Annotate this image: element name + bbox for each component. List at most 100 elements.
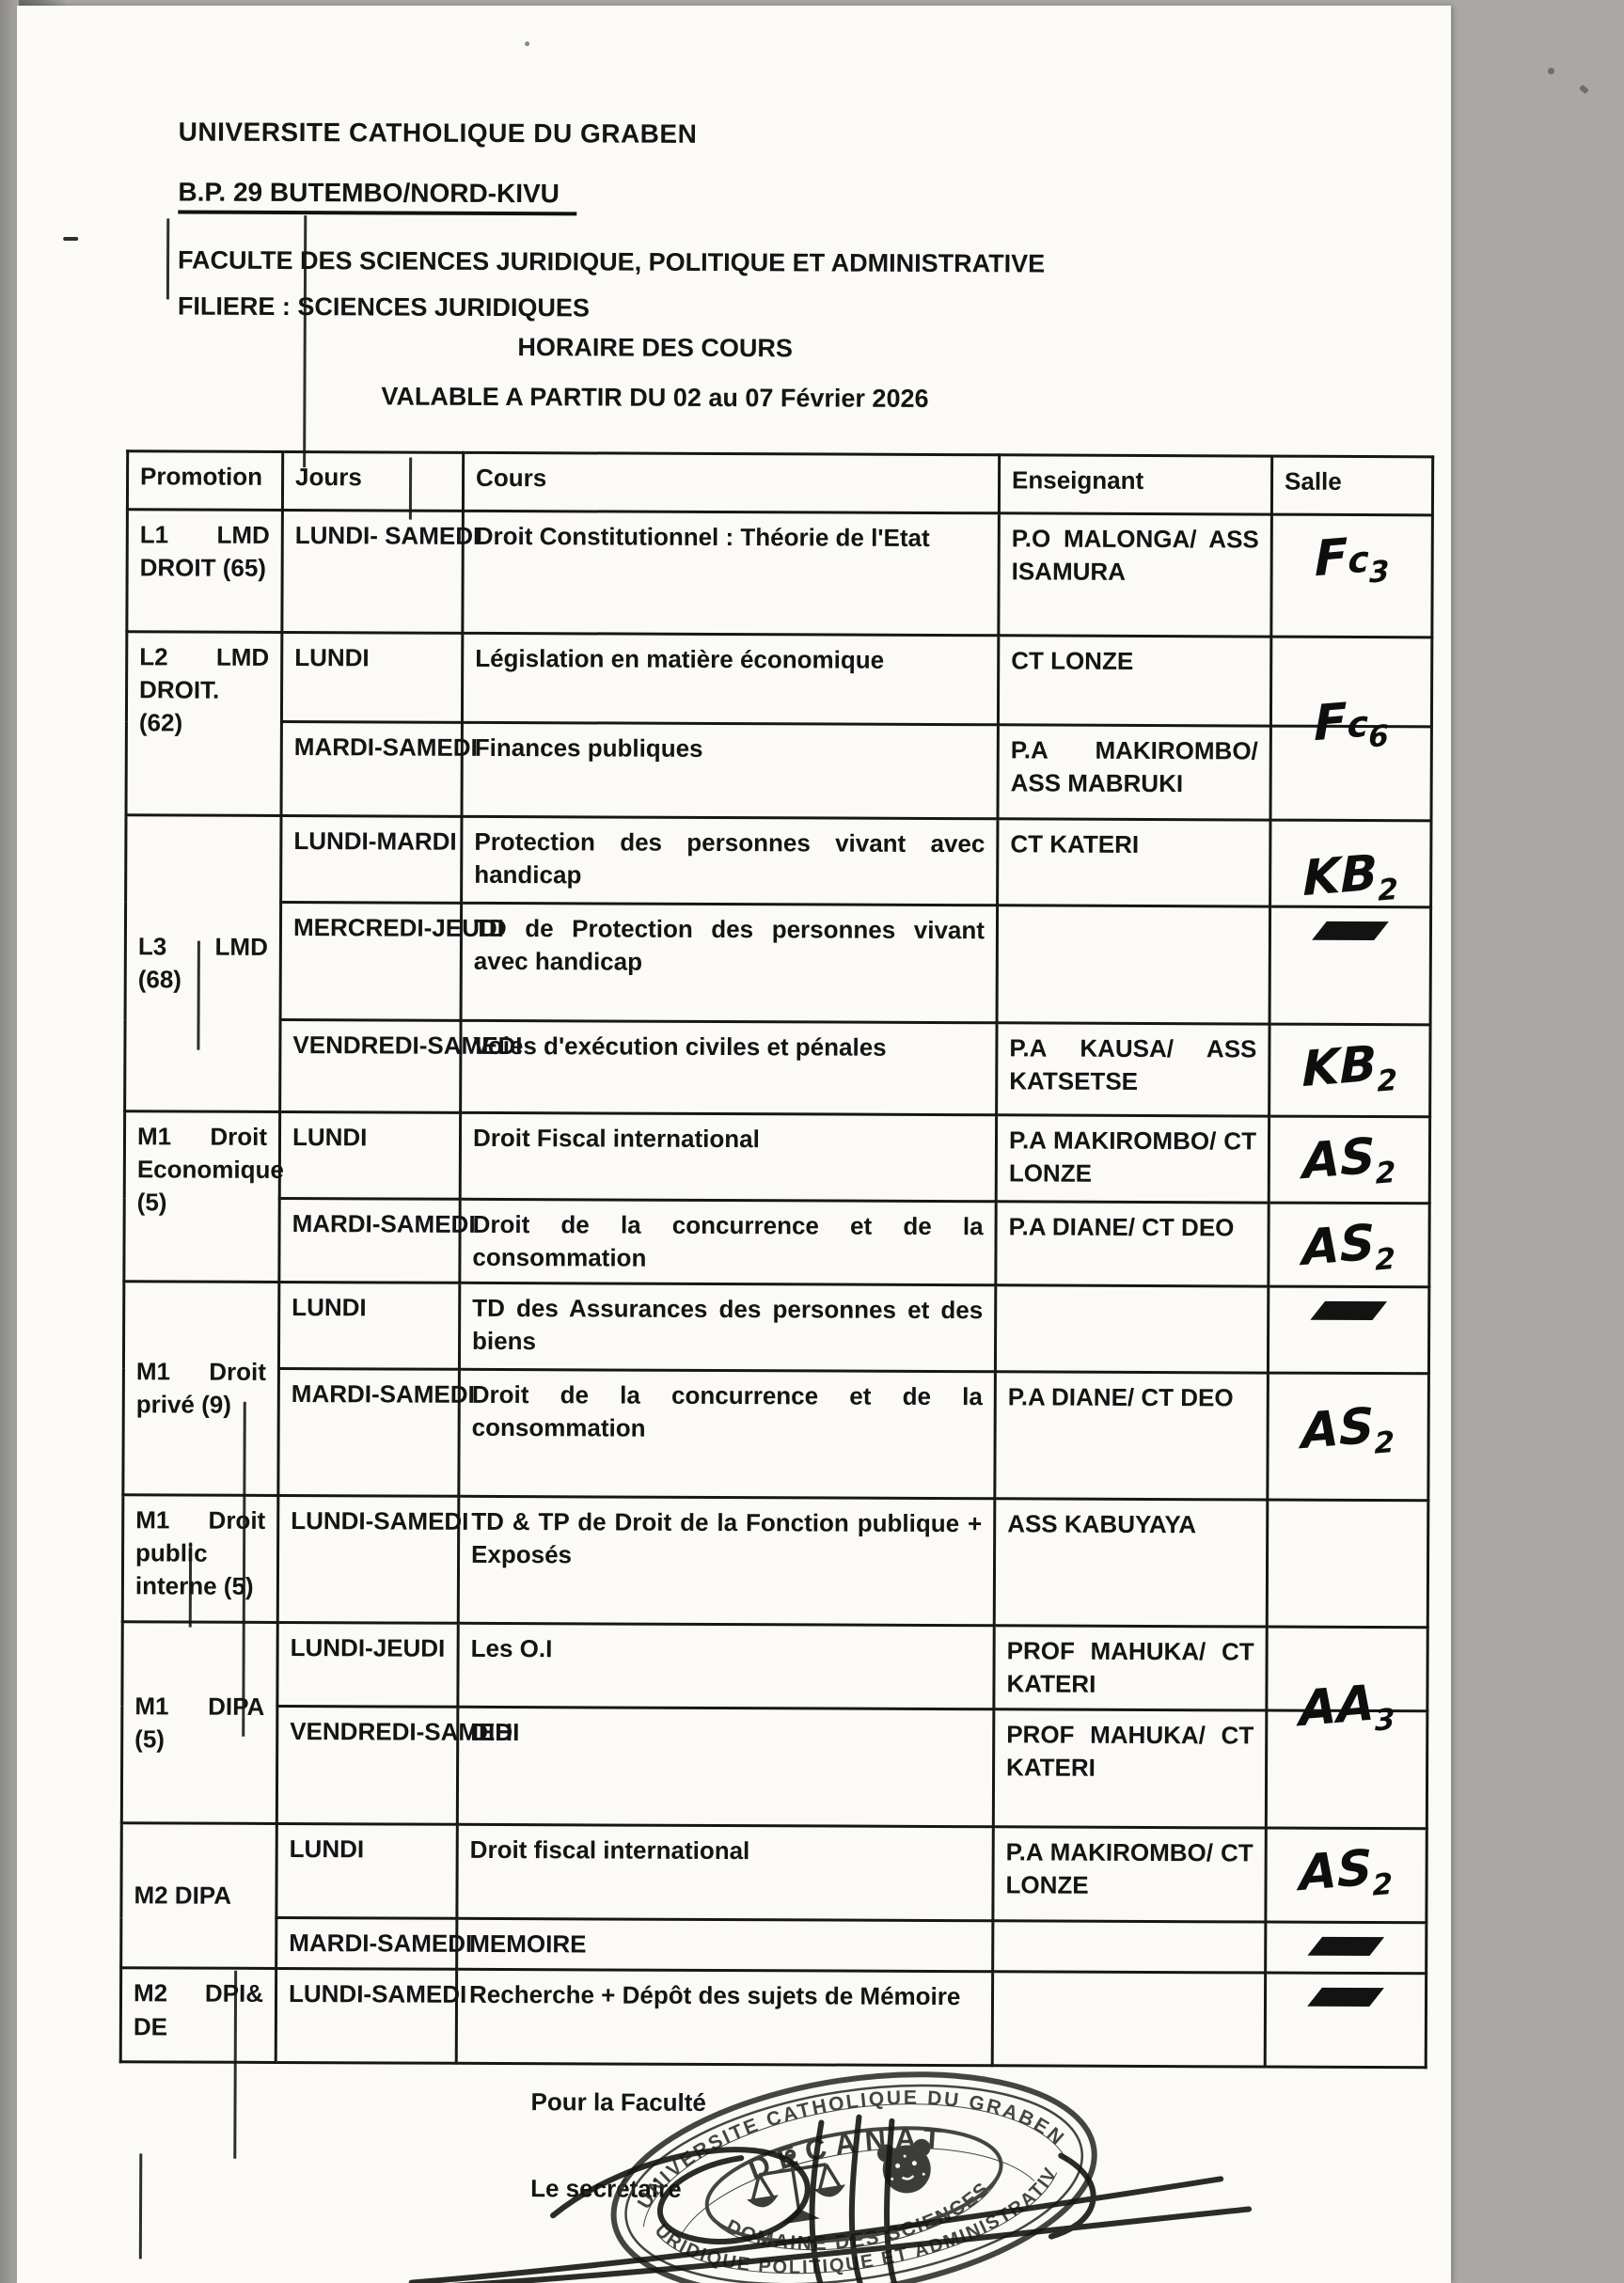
schedule-row: VENDREDI-SAMEDI Voies d'exécution civiles… [125,1019,1431,1117]
cell-jours: LUNDI [278,1282,460,1370]
leopard-head-icon [876,2138,931,2194]
cell-salle [1267,1500,1428,1628]
cell-jours: LUNDI [279,1111,461,1200]
faculty-line: FACULTE DES SCIENCES JURIDIQUE, POLITIQU… [178,245,1046,278]
schedule-row: VENDREDI-SAMEDI DIH PROF MAHUKA/ CT KATERI… [121,1676,1427,1830]
cell-salle [1265,1922,1427,1975]
cell-promotion: L1 LMD DROIT (65) [126,509,283,633]
cell-cours: Droit Constitutionnel : Théorie de l'Eta… [462,511,1000,636]
cell-jours: LUNDI-MARDI [280,815,463,904]
cell-salle: AS2 [1265,1828,1427,1924]
cell-enseignant: CT KATERI [997,818,1270,907]
schedule-row: MERCREDI-JEUDI TD de Protection des perso… [125,902,1431,1025]
scan-dot [1579,84,1589,95]
cell-cours: DIH [457,1707,994,1828]
cell-jours: MARDI-SAMEDI [281,721,478,817]
cell-enseignant [992,1972,1266,2068]
cell-promotion: L2 LMD DROIT. (62) [126,631,282,816]
schedule-row: L2 LMD DROIT. (62) LUNDI Législation en ma… [126,631,1432,816]
schedule-row: M1 Droit Economique (5) LUNDI Droit Fiscal… [123,1110,1430,1283]
decanat-stamp: UNIVERSITE CATHOLIQUE DU GRABEN DECANAT … [271,2059,1325,2283]
cell-cours: TD de Protection des personnes vivant av… [461,903,998,1023]
cell-jours: LUNDI-JEUDI [276,1622,459,1708]
cell-jours: MARDI-SAMEDI [276,1917,472,1970]
cell-enseignant: P.A DIANE/ CT DEO [995,1201,1269,1287]
cell-cours: Les O.I [457,1623,995,1710]
cell-salle: Fc6 [1269,693,1432,821]
cell-salle: KB2 [1269,1024,1431,1117]
schedule-row: MARDI-SAMEDI Finances publiques P.A MAKIRO… [126,693,1432,821]
paper-page: UNIVERSITE CATHOLIQUE DU GRABEN B.P. 29 … [17,6,1451,2283]
schedule-row: M1 DIPA (5) LUNDI-JEUDI Les O.I PROF MAHUKA… [121,1621,1428,1824]
salle-handwritten-code: AS2 [1299,1839,1394,1904]
salle-handwritten-code: AS2 [1301,1397,1395,1461]
document-titles: HORAIRE DES COURS VALABLE A PARTIR DU 02… [128,331,1181,415]
schedule-table: Promotion Jours Cours Enseignant Salle L… [119,449,1434,2070]
cell-jours: LUNDI- SAMEDI [281,510,480,634]
scan-line [138,2153,143,2259]
schedule-row: M2 DIPA LUNDI Droit fiscal international P.… [120,1823,1427,1969]
cell-cours: Voies d'exécution civiles et pénales [460,1020,998,1115]
salle-handwritten-code: AS2 [1301,1214,1396,1278]
salle-strike-mark [1307,1937,1385,1957]
cell-cours: Droit fiscal international [456,1824,994,1922]
cell-promotion: L3 LMD (68) [124,814,282,1112]
schedule-row: MARDI-SAMEDI Droit de la concurrence et d… [124,1198,1430,1287]
cell-salle: KB2 [1269,820,1431,908]
document-title: HORAIRE DES COURS [517,333,794,363]
cell-jours: VENDREDI-SAMEDI [279,1019,523,1113]
cell-promotion: M2 DIPA [120,1823,277,1969]
cell-enseignant: P.A MAKIROMBO/ ASS MABRUKI [997,724,1271,821]
schedule-row: MARDI-SAMEDI MEMOIRE [121,1917,1427,1975]
cell-promotion: M2 DPI& DE [120,1968,276,2063]
cell-jours: LUNDI-SAMEDI [276,1968,466,2064]
cell-enseignant: PROF MAHUKA/ CT KATERI [993,1625,1268,1711]
cell-enseignant: P.O MALONGA/ ASS ISAMURA [998,512,1272,638]
salle-strike-mark [1310,1301,1388,1321]
cell-cours: MEMOIRE [456,1918,993,1973]
salle-handwritten-code: AS2 [1302,1127,1396,1191]
scan-edge-band [0,0,19,2283]
cell-enseignant [995,1284,1269,1374]
salle-handwritten-code: AA3 [1299,1675,1395,1739]
cell-cours: TD & TP de Droit de la Fonction publique… [458,1496,995,1626]
cell-salle: AS2 [1268,1203,1430,1287]
cell-promotion: M1 Droit Economique (5) [123,1110,284,1283]
col-header-salle: Salle [1271,456,1433,515]
letterhead: UNIVERSITE CATHOLIQUE DU GRABEN B.P. 29 … [178,117,1307,325]
cell-cours: TD des Assurances des personnes et des b… [459,1283,996,1372]
salle-handwritten-code: KB2 [1302,844,1399,908]
cell-jours: VENDREDI-SAMEDI [276,1706,519,1825]
cell-salle: AA3 [1266,1676,1427,1830]
cell-cours: Finances publiques [462,722,999,819]
schedule-row: M2 DPI& DE LUNDI-SAMEDI Recherche + Dépôt … [120,1968,1427,2069]
schedule-row: MARDI-SAMEDI Droit de la concurrence et d… [123,1368,1429,1501]
cell-enseignant: PROF MAHUKA/ CT KATERI [993,1709,1267,1829]
cell-cours: Législation en matière économique [462,633,999,725]
cell-promotion: M1 DIPA (5) [121,1621,278,1824]
university-name: UNIVERSITE CATHOLIQUE DU GRABEN [178,117,698,149]
salle-handwritten-code: Fc3 [1314,528,1390,590]
cell-jours: MARDI-SAMEDI [277,1368,475,1497]
cell-salle [1269,906,1431,1025]
filiere-line: FILIERE : SCIENCES JURIDIQUES [177,291,591,323]
cell-jours: MERCREDI-JEUDI [280,902,504,1021]
cell-jours: LUNDI [276,1823,458,1919]
cell-salle [1265,1973,1427,2069]
cell-enseignant: ASS KABUYAYA [994,1498,1268,1628]
cell-salle: Fc3 [1270,514,1433,638]
cell-salle [1268,1286,1429,1374]
signature [408,2114,1253,2283]
cell-enseignant: P.A DIANE/ CT DEO [994,1371,1269,1501]
cell-cours: Recherche + Dépôt des sujets de Mémoire [456,1969,993,2067]
cell-enseignant: P.A MAKIROMBO/ CT LONZE [992,1827,1267,1923]
schedule-header-row: Promotion Jours Cours Enseignant Salle [127,450,1433,515]
cell-cours: Droit de la concurrence et de la consomm… [459,1199,997,1285]
document-subtitle: VALABLE A PARTIR DU 02 au 07 Février 202… [381,382,929,413]
cell-enseignant: CT LONZE [998,635,1271,727]
cell-cours: Droit de la concurrence et de la consomm… [458,1369,996,1499]
cell-jours: MARDI-SAMEDI [278,1198,476,1283]
salle-strike-mark [1307,1988,1384,2007]
scan-dot [525,41,530,47]
